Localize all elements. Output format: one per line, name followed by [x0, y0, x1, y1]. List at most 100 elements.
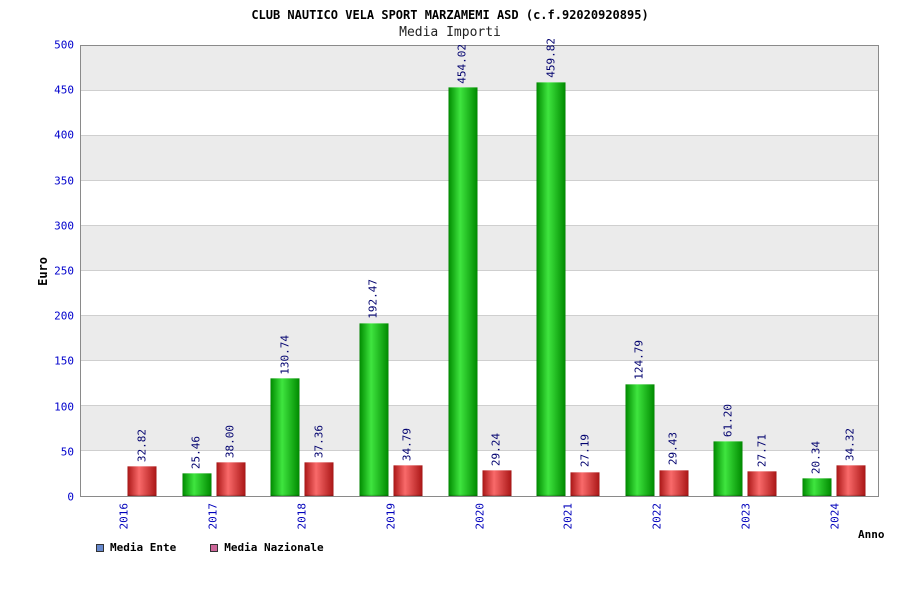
y-tick-label: 400: [54, 128, 74, 142]
bar-slot: [94, 46, 123, 496]
bar-group-2018: 130.74 37.36: [270, 46, 334, 496]
gridline: [81, 135, 878, 136]
bar-value-label: 34.79: [400, 427, 414, 461]
media-nazionale-bar-2022[interactable]: [659, 469, 689, 496]
media-ente-bar-2024[interactable]: [802, 477, 832, 496]
bar-value-label: 459.82: [544, 38, 558, 79]
y-axis: 0 50 100 150 200 250 300 350 400 450 500: [46, 40, 76, 503]
bar-group-2017: 25.46 38.00: [182, 46, 246, 496]
media-ente-bar-2023[interactable]: [713, 440, 743, 496]
bar-group-2021: 459.82 27.19: [536, 38, 600, 496]
x-tick-label-2018: 2018: [295, 503, 309, 530]
gridline: [81, 180, 878, 181]
legend: Media Ente Media Nazionale: [96, 541, 324, 554]
gridline: [81, 360, 878, 361]
bar-value-label: 32.82: [135, 429, 149, 463]
bar-slot: 38.00: [216, 46, 246, 496]
bar-slot: 34.79: [393, 46, 423, 496]
media-nazionale-bar-2018[interactable]: [304, 462, 334, 496]
bar-slot: 459.82: [536, 38, 566, 496]
bar-group-2022: 124.79 29.43: [625, 46, 689, 496]
y-tick-label: 150: [54, 354, 74, 368]
x-tick-label-2016: 2016: [117, 503, 131, 530]
media-ente-bar-2022[interactable]: [625, 383, 655, 496]
media-nazionale-bar-2017[interactable]: [216, 461, 246, 496]
bar-slot: 29.24: [482, 46, 511, 496]
y-tick-label: 250: [54, 264, 74, 278]
bar-value-label: 29.24: [489, 432, 503, 466]
gridline: [81, 450, 878, 451]
bar-value-label: 34.32: [843, 428, 857, 462]
gridline: [81, 90, 878, 91]
y-tick-label: 500: [54, 38, 74, 52]
gridline: [81, 315, 878, 316]
legend-item-media-nazionale: Media Nazionale: [210, 541, 324, 554]
plot-area: 32.82 25.46 38.00 130.74 37.36 192.47 34.79 454…: [80, 38, 879, 497]
bar-group-2024: 20.34 34.32: [802, 46, 866, 496]
bar-group-2023: 61.20 27.71: [713, 46, 777, 496]
x-tick-label-2023: 2023: [739, 503, 753, 530]
bar-slot: 61.20: [713, 46, 743, 496]
bar-slot: 20.34: [802, 46, 832, 496]
media-nazionale-bar-2021[interactable]: [570, 471, 600, 496]
y-tick-label: 100: [54, 400, 74, 414]
bar-value-label: 20.34: [809, 440, 823, 474]
y-tick-label: 300: [54, 219, 74, 233]
media-ente-swatch-icon: [96, 543, 104, 552]
bar-slot: 130.74: [270, 46, 300, 496]
gridline: [81, 405, 878, 406]
media-nazionale-bar-2016[interactable]: [127, 466, 157, 496]
y-tick-label: 50: [60, 445, 74, 459]
media-ente-bar-2019[interactable]: [359, 322, 389, 496]
bar-slot: 34.32: [836, 46, 866, 496]
bar-value-label: 61.20: [721, 403, 735, 437]
bar-value-label: 25.46: [189, 435, 203, 470]
bar-slot: 32.82: [127, 46, 157, 496]
gridline: [81, 225, 878, 226]
bar-slot: 27.71: [747, 46, 777, 496]
y-tick-label: 350: [54, 174, 74, 188]
bar-slot: 29.43: [659, 46, 689, 496]
legend-label: Media Ente: [110, 541, 177, 554]
bar-group-2016: 32.82: [94, 46, 157, 496]
media-ente-bar-2021[interactable]: [536, 82, 566, 496]
gridline: [81, 270, 878, 271]
media-nazionale-bar-2019[interactable]: [393, 464, 423, 496]
bar-value-label: 37.36: [312, 425, 326, 459]
x-tick-label-2019: 2019: [384, 503, 398, 530]
bar-value-label: 454.02: [455, 43, 469, 84]
bar-slot: 124.79: [625, 46, 655, 496]
y-tick-label: 200: [54, 309, 74, 323]
media-ente-bar-2017[interactable]: [182, 473, 212, 496]
media-ente-bar-2020[interactable]: [448, 87, 477, 496]
bar-value-label: 29.43: [666, 432, 680, 466]
bar-slot: 25.46: [182, 46, 212, 496]
bar-group-2020: 454.02 29.24: [448, 43, 511, 496]
bar-slot: 192.47: [359, 46, 389, 496]
x-tick-label-2024: 2024: [828, 503, 842, 530]
bar-value-label: 192.47: [366, 279, 380, 319]
media-nazionale-bar-2020[interactable]: [482, 469, 511, 496]
bar-value-label: 38.00: [223, 424, 237, 458]
bar-slot: 27.19: [570, 46, 600, 496]
bar-group-2019: 192.47 34.79: [359, 46, 423, 496]
bar-value-label: 124.79: [632, 339, 646, 380]
legend-item-media-ente: Media Ente: [96, 541, 176, 554]
media-nazionale-bar-2024[interactable]: [836, 465, 866, 496]
chart-subtitle: Media Importi: [399, 25, 501, 40]
bar-value-label: 27.19: [578, 434, 592, 468]
x-tick-label-2017: 2017: [206, 503, 220, 530]
x-axis-title: Anno: [858, 528, 885, 541]
bar-value-label: 130.74: [278, 334, 292, 375]
media-nazionale-bar-2023[interactable]: [747, 471, 777, 496]
bar-value-label: 27.71: [755, 433, 769, 468]
bar-slot: 37.36: [304, 46, 334, 496]
media-ente-bar-2018[interactable]: [270, 378, 300, 496]
legend-label: Media Nazionale: [224, 541, 324, 554]
y-tick-label: 0: [67, 490, 74, 504]
bar-slot: 454.02: [448, 43, 477, 496]
y-tick-label: 450: [54, 83, 74, 97]
x-tick-label-2021: 2021: [561, 503, 575, 530]
x-tick-label-2020: 2020: [473, 503, 486, 530]
